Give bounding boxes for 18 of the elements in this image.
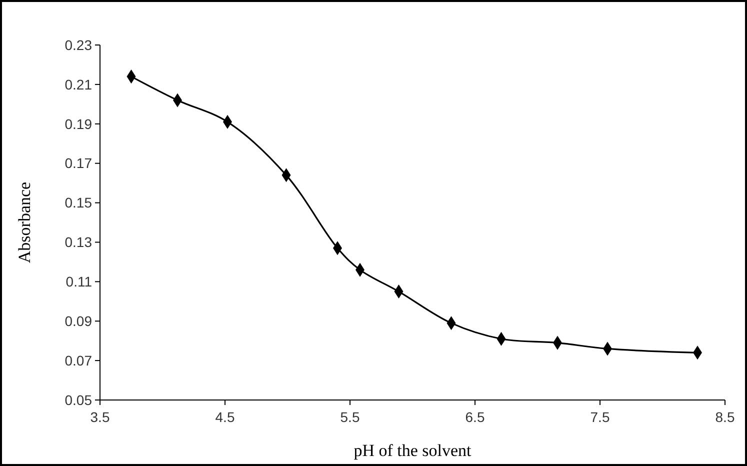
y-tick-label: 0.23 xyxy=(64,36,92,53)
y-tick-label: 0.21 xyxy=(64,76,92,92)
x-tick-label: 4.5 xyxy=(215,409,235,425)
y-axis-title: Absorbance xyxy=(15,182,34,264)
y-tick-label: 0.15 xyxy=(64,194,92,211)
y-tick-label: 0.09 xyxy=(64,313,92,330)
x-tick-label: 3.5 xyxy=(90,409,110,425)
x-tick-label: 7.5 xyxy=(590,409,610,425)
y-tick-label: 0.07 xyxy=(64,352,92,368)
y-tick-label: 0.17 xyxy=(64,155,92,172)
y-tick-label: 0.05 xyxy=(64,392,92,408)
x-tick-label: 6.5 xyxy=(465,409,485,425)
y-tick-label: 0.13 xyxy=(64,234,92,250)
y-tick-label: 0.19 xyxy=(64,116,92,132)
x-tick-label: 5.5 xyxy=(340,409,360,425)
y-tick-label: 0.11 xyxy=(66,274,92,290)
x-tick-label: 8.5 xyxy=(715,409,735,425)
x-axis-title: pH of the solvent xyxy=(354,441,472,460)
